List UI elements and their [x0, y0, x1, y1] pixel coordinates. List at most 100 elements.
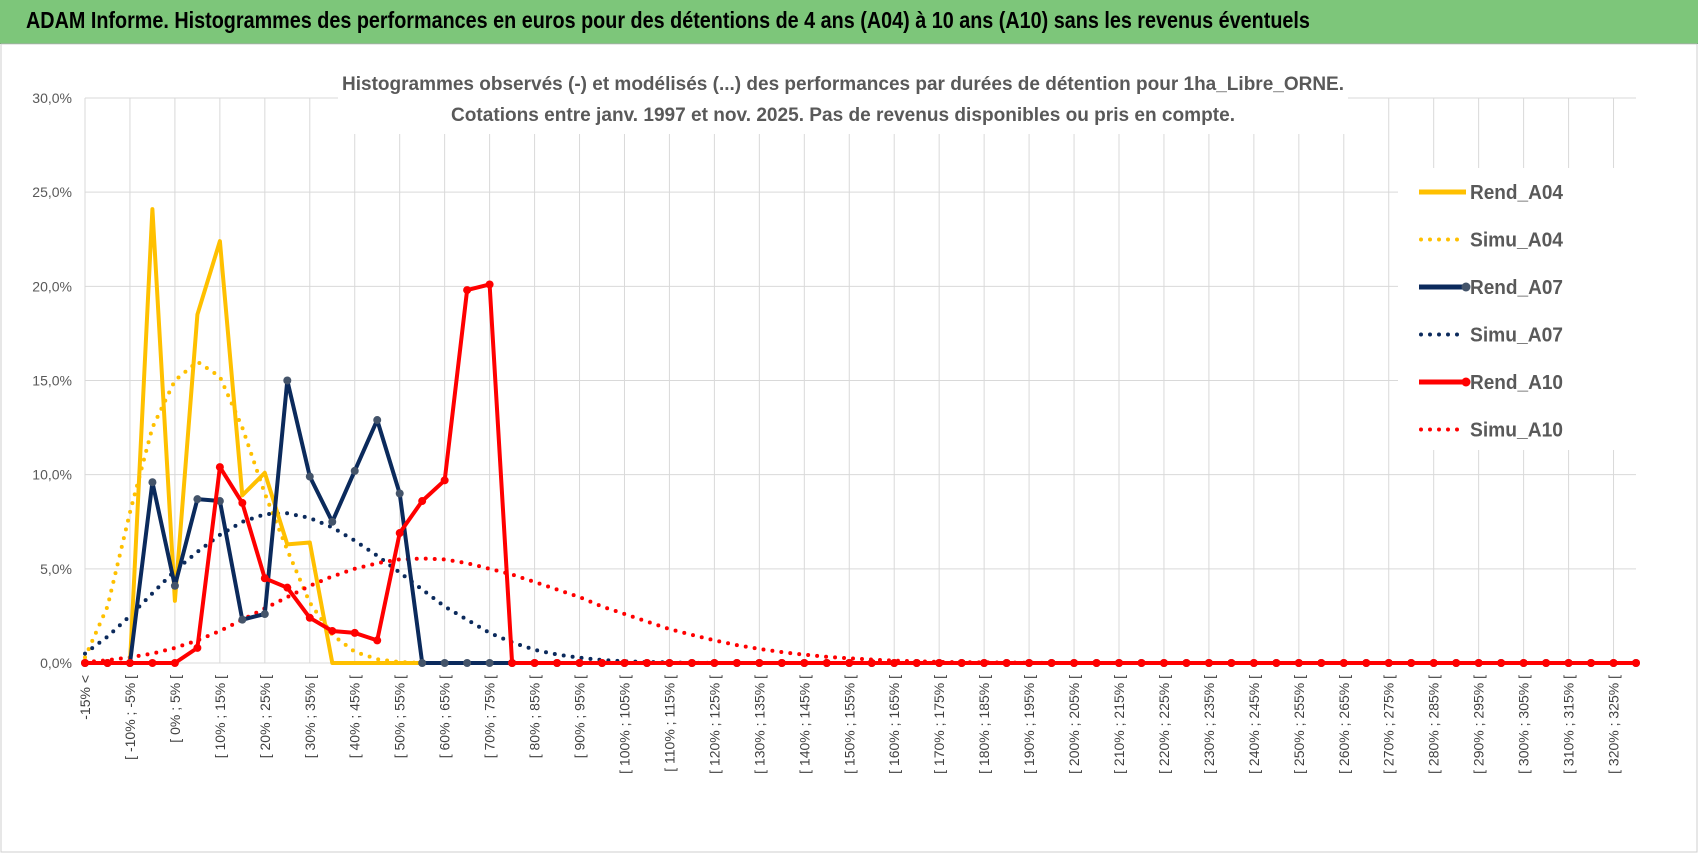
point-rend-a10 — [508, 659, 517, 667]
y-tick-label: 30,0% — [32, 90, 72, 106]
point-rend-a10 — [1519, 659, 1528, 667]
point-rend-a10 — [193, 643, 202, 652]
y-tick-label: 20,0% — [32, 278, 72, 294]
x-tick-label: [ 280% ; 285% [ — [1426, 675, 1442, 774]
point-rend-a10 — [1115, 659, 1123, 667]
point-rend-a10 — [935, 659, 944, 667]
legend-label: Rend_A10 — [1470, 372, 1563, 394]
point-rend-a10 — [1204, 659, 1213, 667]
point-rend-a10 — [598, 659, 606, 667]
point-rend-a10 — [395, 529, 404, 538]
point-rend-a10 — [665, 659, 674, 667]
point-rend-a10 — [125, 659, 134, 667]
point-rend-a10 — [418, 497, 427, 506]
x-tick-label: [ 110% ; 115% [ — [661, 675, 677, 772]
x-tick-label: [ 40% ; 45% [ — [347, 675, 363, 758]
x-tick-label: [ 160% ; 165% [ — [886, 675, 902, 774]
point-rend-a10 — [867, 659, 876, 667]
point-rend-a10 — [1159, 659, 1168, 667]
x-tick-label: [ 290% ; 295% [ — [1471, 675, 1487, 774]
x-tick-label: [ 120% ; 125% [ — [706, 675, 722, 774]
x-tick-label: [ 240% ; 245% [ — [1246, 675, 1262, 774]
point-rend-a10 — [1047, 659, 1056, 667]
point-rend-a10 — [350, 628, 359, 637]
x-tick-label: [ 140% ; 145% [ — [796, 675, 812, 774]
page-title: ADAM Informe. Histogrammes des performan… — [26, 7, 1310, 33]
x-tick-label: [ 100% ; 105% [ — [616, 675, 632, 774]
point-rend-a10 — [215, 463, 224, 472]
point-rend-a10 — [1384, 659, 1393, 667]
x-tick-label: [ 230% ; 235% [ — [1201, 675, 1217, 774]
point-rend-a07 — [193, 495, 202, 504]
y-tick-label: 15,0% — [32, 373, 72, 389]
point-rend-a10 — [238, 498, 247, 507]
point-rend-a10 — [1272, 659, 1281, 667]
point-rend-a07 — [260, 610, 269, 619]
x-tick-label: [ 90% ; 95% [ — [572, 675, 588, 758]
x-tick-label: [ 60% ; 65% [ — [437, 675, 453, 758]
y-axis-ticks: 0,0% 5,0% 10,0% 15,0% 20,0% 25,0% 30,0% — [32, 90, 72, 671]
point-rend-a10 — [1609, 659, 1618, 667]
point-rend-a10 — [1339, 659, 1348, 667]
x-tick-label: [ 20% ; 25% [ — [257, 675, 273, 758]
x-axis-ticks: -15% < [ -10% ; -5% [[ 0% ; 5% [[ 10% ; 1… — [77, 675, 1622, 774]
legend-label: Rend_A07 — [1470, 277, 1563, 299]
x-tick-label: [ 310% ; 315% [ — [1561, 675, 1577, 774]
point-rend-a10 — [1407, 659, 1416, 667]
point-rend-a10 — [1632, 659, 1640, 667]
y-tick-label: 0,0% — [40, 655, 72, 671]
point-rend-a07 — [350, 466, 359, 475]
header-banner: ADAM Informe. Histogrammes des performan… — [0, 0, 1698, 44]
legend-marker — [1461, 377, 1471, 387]
point-rend-a07 — [440, 659, 449, 667]
y-tick-label: 5,0% — [40, 561, 72, 577]
point-rend-a07 — [418, 659, 427, 667]
point-rend-a10 — [1294, 659, 1303, 667]
x-tick-label: [ 80% ; 85% [ — [527, 675, 543, 758]
point-rend-a10 — [1025, 659, 1034, 667]
point-rend-a10 — [777, 659, 786, 667]
point-rend-a10 — [575, 659, 584, 667]
point-rend-a07 — [463, 659, 472, 667]
legend-marker — [1461, 282, 1471, 292]
point-rend-a07 — [148, 478, 157, 487]
point-rend-a07 — [373, 416, 382, 425]
point-rend-a10 — [305, 613, 314, 622]
chart-title: Histogrammes observés (-) et modélisés (… — [338, 64, 1348, 134]
legend-label: Rend_A04 — [1470, 182, 1564, 204]
x-tick-label: [ 50% ; 55% [ — [392, 675, 408, 758]
point-rend-a10 — [1474, 659, 1483, 667]
point-rend-a10 — [687, 659, 696, 667]
point-rend-a10 — [485, 280, 494, 289]
point-rend-a10 — [822, 659, 831, 667]
point-rend-a10 — [1249, 659, 1258, 667]
point-rend-a10 — [1092, 659, 1101, 667]
x-tick-label: [ 270% ; 275% [ — [1381, 675, 1397, 774]
point-rend-a10 — [328, 626, 337, 635]
legend-label: Simu_A10 — [1470, 420, 1563, 442]
x-tick-label: [ 320% ; 325% [ — [1606, 675, 1622, 774]
point-rend-a10 — [1452, 659, 1461, 667]
y-tick-label: 25,0% — [32, 184, 72, 200]
series-group — [81, 207, 1640, 667]
point-rend-a10 — [1002, 659, 1011, 667]
point-rend-a10 — [530, 659, 539, 667]
x-tick-label: [ 30% ; 35% [ — [302, 675, 318, 758]
point-rend-a07 — [283, 376, 292, 385]
point-rend-a10 — [957, 659, 966, 667]
point-rend-a07 — [305, 472, 314, 481]
point-rend-a07 — [170, 581, 179, 590]
x-tick-label: [ 10% ; 15% [ — [212, 675, 228, 758]
point-rend-a10 — [890, 659, 899, 667]
point-rend-a10 — [1137, 659, 1146, 667]
point-rend-a10 — [1362, 659, 1371, 667]
point-rend-a10 — [283, 583, 292, 592]
point-rend-a10 — [260, 574, 269, 583]
x-tick-label: [ 300% ; 305% [ — [1516, 675, 1532, 774]
x-tick-label: [ 180% ; 185% [ — [976, 675, 992, 774]
point-rend-a10 — [642, 659, 651, 667]
point-rend-a10 — [170, 659, 179, 667]
point-rend-a10 — [553, 659, 562, 667]
series-line-simu-a10 — [83, 556, 1638, 665]
